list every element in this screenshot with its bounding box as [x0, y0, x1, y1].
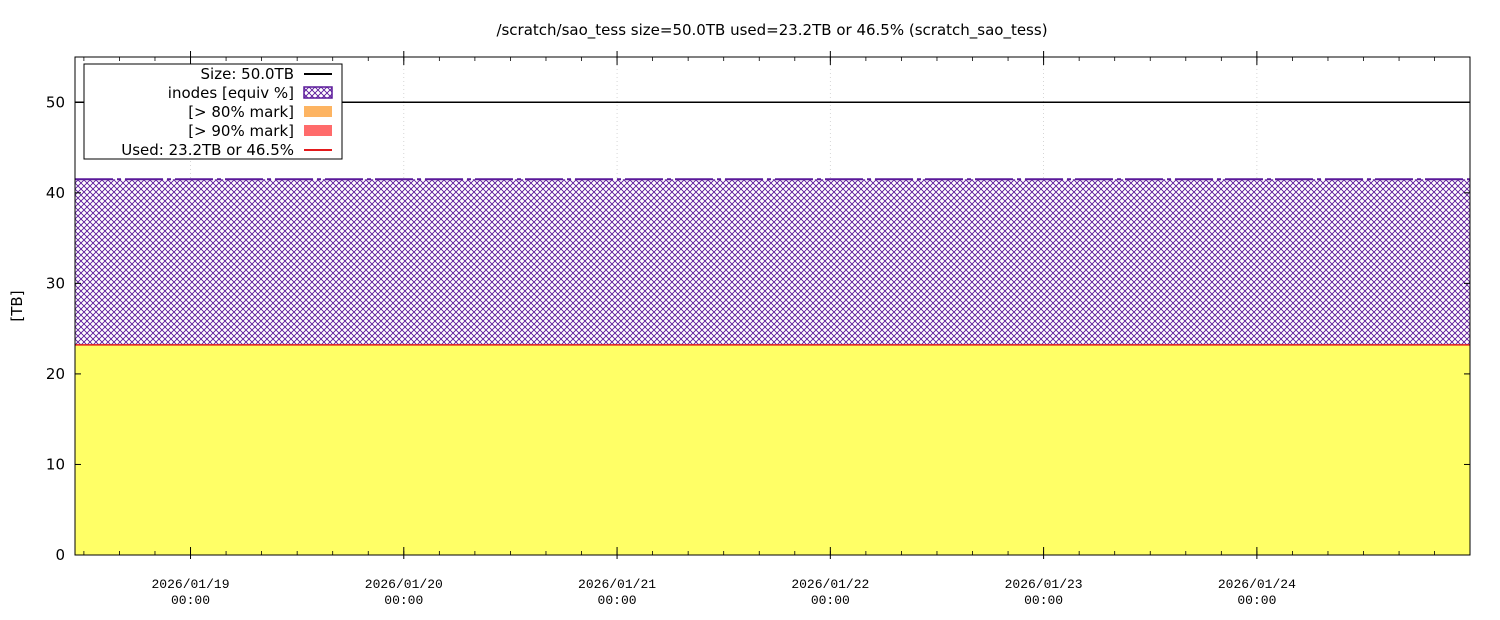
- y-tick-label: 10: [46, 455, 65, 473]
- x-tick-label-time: 00:00: [598, 593, 637, 608]
- y-tick-label: 20: [46, 365, 65, 383]
- legend-label: [> 80% mark]: [188, 103, 294, 121]
- y-axis-label: [TB]: [8, 290, 26, 321]
- x-tick-label-date: 2026/01/19: [152, 577, 230, 592]
- x-tick-label-date: 2026/01/24: [1218, 577, 1296, 592]
- legend-swatch-fill: [304, 106, 332, 117]
- legend-label: inodes [equiv %]: [168, 84, 294, 102]
- legend-label: Used: 23.2TB or 46.5%: [121, 141, 294, 159]
- axes: 010203040502026/01/1900:002026/01/2000:0…: [46, 51, 1470, 608]
- plot-frame: [74, 56, 1471, 556]
- y-tick-label: 40: [46, 184, 65, 202]
- x-tick-label-date: 2026/01/20: [365, 577, 443, 592]
- x-tick-label-time: 00:00: [171, 593, 210, 608]
- y-tick-label: 30: [46, 274, 65, 292]
- plot-areas: [75, 179, 1470, 555]
- y-tick-label: 0: [55, 546, 65, 564]
- legend-box: [83, 63, 343, 160]
- x-tick-label-time: 00:00: [811, 593, 850, 608]
- y-tick-label: 50: [46, 93, 65, 111]
- x-tick-label-time: 00:00: [1237, 593, 1276, 608]
- x-tick-label-time: 00:00: [1024, 593, 1063, 608]
- chart-title: /scratch/sao_tess size=50.0TB used=23.2T…: [496, 21, 1047, 40]
- legend-swatch-hatch: [303, 86, 333, 99]
- x-tick-label-date: 2026/01/23: [1005, 577, 1083, 592]
- legend-label: [> 90% mark]: [188, 122, 294, 140]
- x-tick-label-time: 00:00: [384, 593, 423, 608]
- legend-label: Size: 50.0TB: [201, 65, 294, 83]
- legend-swatch-fill: [304, 125, 332, 136]
- x-tick-label-date: 2026/01/21: [578, 577, 656, 592]
- x-tick-label-date: 2026/01/22: [791, 577, 869, 592]
- used-area: [75, 344, 1470, 555]
